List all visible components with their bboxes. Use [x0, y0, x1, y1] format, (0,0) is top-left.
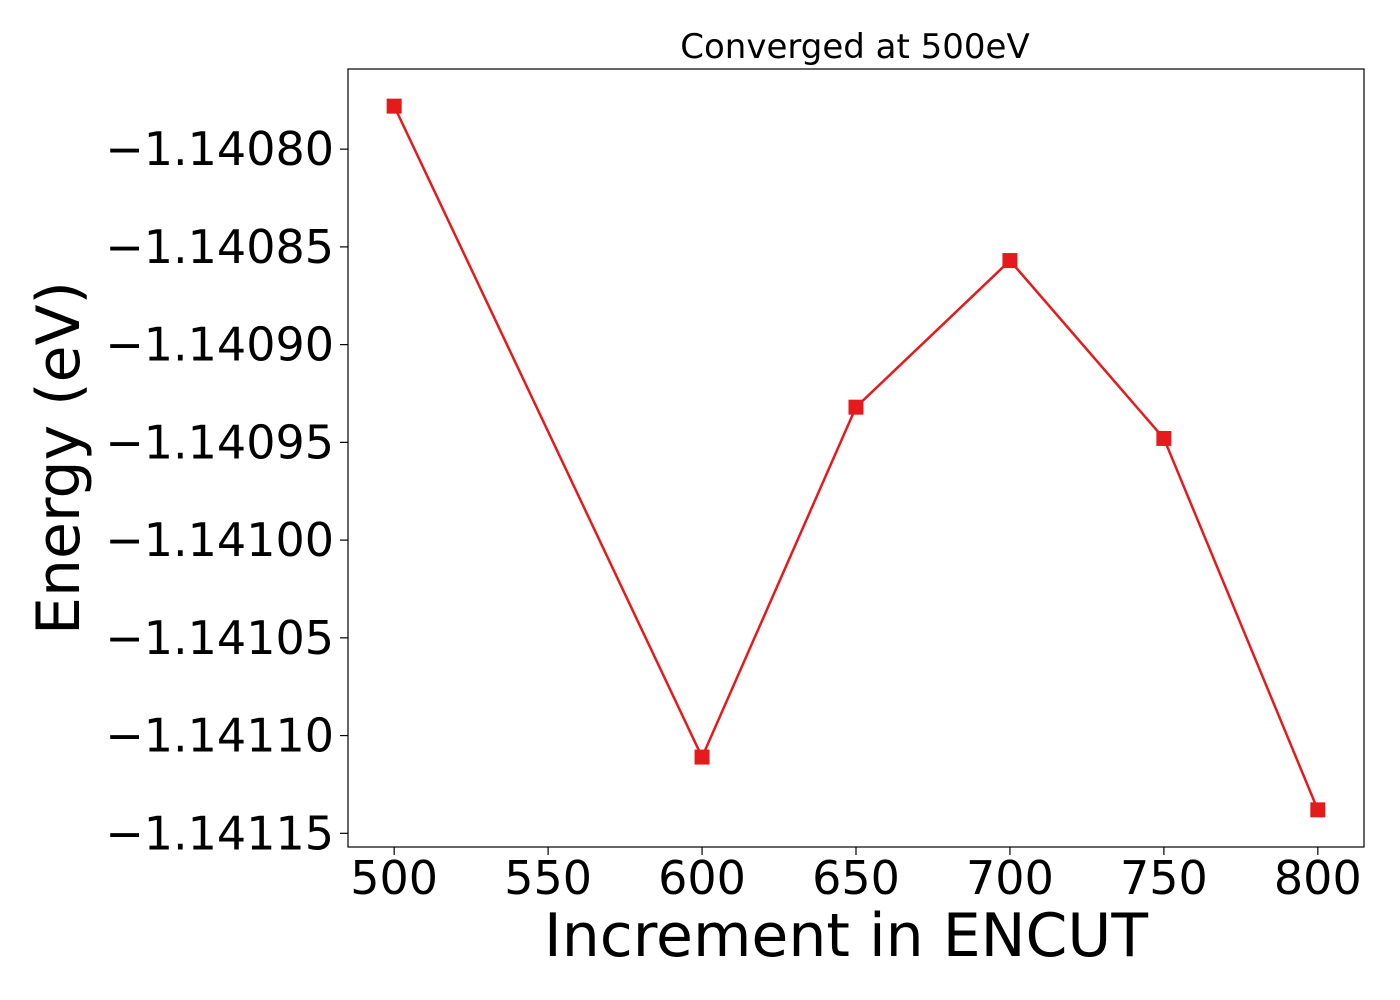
data-point-marker: [386, 98, 402, 114]
x-tick-label: 550: [504, 851, 592, 905]
x-tick-label: 800: [1274, 851, 1362, 905]
y-tick-label: −1.14100: [105, 513, 334, 567]
y-tick-label: −1.14115: [105, 806, 334, 860]
plot-area: 500 550 600 650 700 750 800 −1.14080 −1.14085 −1.…: [105, 68, 1365, 905]
data-point-marker: [1310, 802, 1326, 818]
x-tick-label: 600: [658, 851, 746, 905]
x-tick-label: 750: [1120, 851, 1208, 905]
chart-title: Converged at 500eV: [680, 27, 1029, 67]
x-axis-label: Increment in ENCUT: [544, 901, 1148, 971]
y-tick-label: −1.14080: [105, 122, 334, 176]
x-tick-label: 700: [966, 851, 1054, 905]
data-point-marker: [848, 399, 864, 415]
y-tick-label: −1.14090: [105, 318, 334, 372]
y-tick-label: −1.14110: [105, 709, 334, 763]
data-point-marker: [1156, 430, 1172, 446]
x-tick-label: 500: [350, 851, 438, 905]
y-tick-label: −1.14105: [105, 611, 334, 665]
y-axis-label: Energy (eV): [24, 281, 94, 635]
y-tick-label: −1.14095: [105, 415, 334, 469]
data-point-marker: [694, 749, 710, 765]
y-tick-label: −1.14085: [105, 220, 334, 274]
series-line: [393, 105, 1319, 811]
data-point-marker: [1002, 253, 1018, 269]
x-tick-label: 650: [812, 851, 900, 905]
